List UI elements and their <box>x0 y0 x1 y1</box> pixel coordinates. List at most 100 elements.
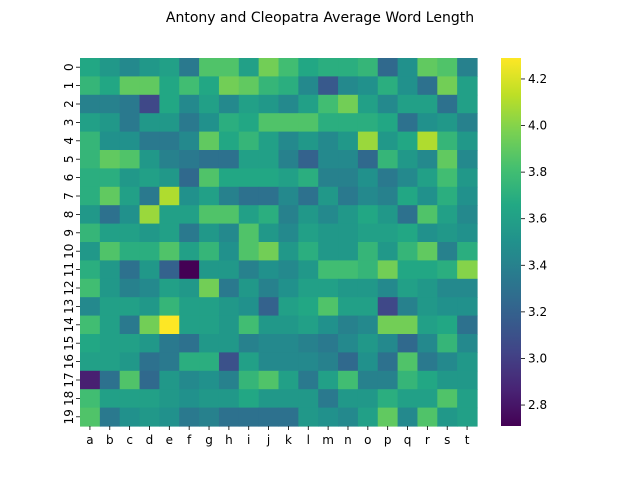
heatmap-cell <box>139 389 160 409</box>
heatmap-cell <box>278 242 299 261</box>
heatmap-cell <box>437 205 458 225</box>
heatmap-cell <box>357 352 379 372</box>
heatmap-cell <box>238 168 260 188</box>
heatmap-cell <box>377 242 399 261</box>
heatmap-cell <box>179 407 200 427</box>
heatmap-cell <box>338 260 359 280</box>
heatmap-cell <box>258 407 280 427</box>
heatmap-cell <box>318 113 339 133</box>
heatmap-cell <box>159 407 180 427</box>
heatmap-cell <box>199 58 220 77</box>
heatmap-cell <box>377 352 399 372</box>
heatmap-cell <box>357 242 379 261</box>
heatmap-cell <box>139 168 160 188</box>
heatmap-cell <box>437 223 458 243</box>
heatmap-cell <box>258 297 280 317</box>
heatmap-cell <box>179 389 200 409</box>
colorbar-tick-label: 3.6 <box>528 212 547 226</box>
heatmap-cell <box>338 94 359 114</box>
heatmap-cell <box>357 168 379 188</box>
heatmap-cell <box>258 58 280 77</box>
heatmap-cell <box>357 76 379 96</box>
heatmap-cell <box>80 113 101 133</box>
y-tick-label: 17 <box>62 372 76 387</box>
heatmap-cell <box>119 150 141 169</box>
heatmap-cell <box>179 334 200 353</box>
heatmap-cell <box>238 315 260 335</box>
y-tick-label: 9 <box>62 229 76 237</box>
heatmap-cell <box>218 205 240 225</box>
x-tick-label: g <box>205 433 213 447</box>
heatmap-cell <box>338 242 359 261</box>
heatmap-cell <box>80 131 101 151</box>
heatmap-cell <box>238 58 260 77</box>
heatmap-cell <box>417 315 438 335</box>
heatmap-cell <box>238 407 260 427</box>
heatmap-cell <box>258 223 280 243</box>
x-tick-label: t <box>465 433 470 447</box>
heatmap-cell <box>139 131 160 151</box>
heatmap-cell <box>437 58 458 77</box>
heatmap-cell <box>139 370 160 390</box>
heatmap-cell <box>99 58 121 77</box>
heatmap-cell <box>357 131 379 151</box>
heatmap-cell <box>357 94 379 114</box>
heatmap-cell <box>377 407 399 427</box>
heatmap-cell <box>119 334 141 353</box>
heatmap-cell <box>298 205 319 225</box>
heatmap-cell <box>99 278 121 298</box>
heatmap-cell <box>338 168 359 188</box>
heatmap-cell <box>238 389 260 409</box>
y-tick-label: 7 <box>62 192 76 200</box>
heatmap-cell <box>437 242 458 261</box>
y-tick-label: 16 <box>62 354 76 369</box>
heatmap-cell <box>417 223 438 243</box>
heatmap-cell <box>318 223 339 243</box>
heatmap-cell <box>298 389 319 409</box>
heatmap-cell <box>199 297 220 317</box>
heatmap-cell <box>139 150 160 169</box>
heatmap-cell <box>99 315 121 335</box>
heatmap-cell <box>179 297 200 317</box>
heatmap-cell <box>199 205 220 225</box>
heatmap-cell <box>338 370 359 390</box>
heatmap-cell <box>397 58 419 77</box>
heatmap-cell <box>258 334 280 353</box>
heatmap-cell <box>298 297 319 317</box>
x-tick-label: h <box>225 433 233 447</box>
heatmap-cell <box>437 297 458 317</box>
heatmap-cell <box>397 150 419 169</box>
heatmap-cell <box>159 352 180 372</box>
heatmap-cell <box>298 150 319 169</box>
heatmap-cell <box>397 315 419 335</box>
heatmap-cell <box>139 315 160 335</box>
colorbar-tick-label: 3.0 <box>528 351 547 365</box>
heatmap-cell <box>139 76 160 96</box>
colorbar: 2.8 3.0 3.2 3.4 3.6 3.8 4.0 4.2 <box>501 58 547 426</box>
heatmap-cell <box>437 278 458 298</box>
heatmap-cell <box>278 315 299 335</box>
heatmap-cell <box>298 278 319 298</box>
heatmap-cell <box>218 94 240 114</box>
heatmap-cell <box>258 76 280 96</box>
heatmap-cell <box>338 297 359 317</box>
heatmap-cell <box>119 186 141 206</box>
heatmap-cell <box>80 315 101 335</box>
heatmap-cell <box>397 76 419 96</box>
heatmap-cell <box>298 242 319 261</box>
heatmap-cell <box>119 389 141 409</box>
heatmap-cell <box>318 389 339 409</box>
heatmap-cell <box>199 113 220 133</box>
heatmap-cell <box>298 260 319 280</box>
heatmap-cell <box>199 370 220 390</box>
heatmap-cell <box>338 334 359 353</box>
heatmap-cell <box>357 370 379 390</box>
heatmap-cell <box>357 278 379 298</box>
heatmap-cell <box>199 186 220 206</box>
heatmap-cell <box>437 407 458 427</box>
heatmap-cell <box>338 389 359 409</box>
heatmap-cell <box>298 315 319 335</box>
heatmap-cell <box>437 113 458 133</box>
heatmap-cell <box>397 113 419 133</box>
